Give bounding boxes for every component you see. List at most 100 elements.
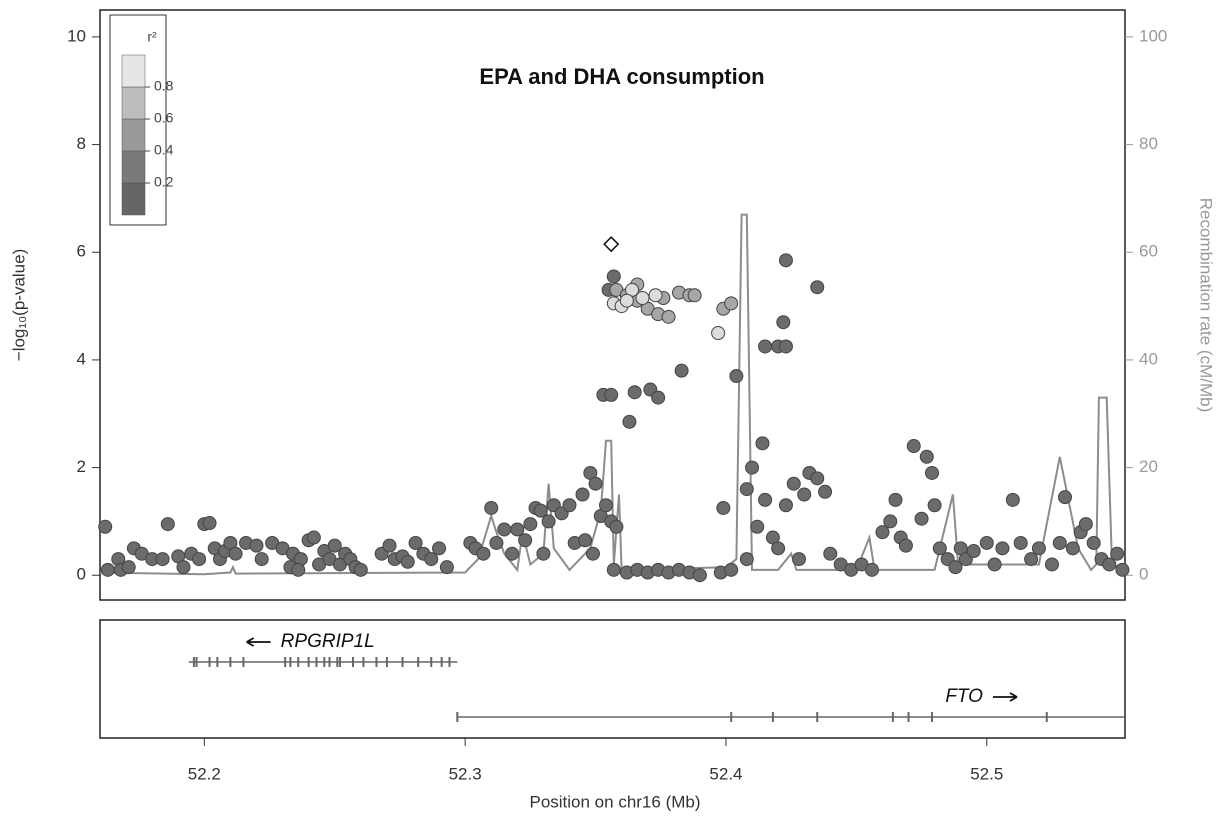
snp-point [609, 519, 624, 534]
snp-point [155, 552, 170, 567]
snp-point [408, 535, 423, 550]
snp-point [661, 309, 676, 324]
snp-point [651, 390, 666, 405]
y-tick-label: 6 [77, 242, 86, 261]
snp-point [924, 465, 939, 480]
snp-point [249, 538, 264, 553]
snp-point [604, 387, 619, 402]
y-tick-label: 8 [77, 134, 86, 153]
snp-point [484, 500, 499, 515]
legend-swatch [121, 86, 146, 120]
snp-point [476, 546, 491, 561]
snp-point [400, 554, 415, 569]
snp-point [291, 562, 306, 577]
x-tick-label: 52.3 [449, 764, 482, 783]
snp-point [606, 269, 621, 284]
snp-point [176, 560, 191, 575]
legend-title: r² [147, 29, 157, 45]
snp-point [575, 487, 590, 502]
y-tick-label: 10 [67, 26, 86, 45]
snp-point [724, 296, 739, 311]
snp-point [724, 562, 739, 577]
snp-point [729, 369, 744, 384]
snp-point [254, 552, 269, 567]
gene-arrow [246, 637, 271, 647]
snp-point [635, 291, 650, 306]
snp-point [202, 516, 217, 531]
snp-point [541, 514, 556, 529]
y2-tick-label: 0 [1139, 565, 1148, 584]
gene-label: FTO [945, 686, 983, 707]
y2-tick-label: 60 [1139, 242, 1158, 261]
y-tick-label: 0 [77, 565, 86, 584]
legend-tick-label: 0.2 [154, 174, 174, 190]
snp-point [510, 522, 525, 537]
snp-point [1102, 557, 1117, 572]
snp-point [898, 538, 913, 553]
snp-point [1044, 557, 1059, 572]
snp-point [919, 449, 934, 464]
snp-point [533, 503, 548, 518]
legend-tick-label: 0.4 [154, 142, 174, 158]
snp-point [489, 535, 504, 550]
legend-tick-label: 0.8 [154, 78, 174, 94]
snp-point [883, 514, 898, 529]
snp-point [778, 498, 793, 513]
lead-snp [603, 236, 620, 253]
snp-point [1065, 541, 1080, 556]
snp-point [1024, 552, 1039, 567]
y-axis-label: −log₁₀(p-value) [9, 249, 28, 361]
snp-point [622, 414, 637, 429]
y-tick-label: 4 [77, 349, 86, 368]
snp-point [1058, 490, 1073, 505]
snp-point [914, 511, 929, 526]
snp-point [424, 552, 439, 567]
snp-point [306, 530, 321, 545]
snp-point [1086, 535, 1101, 550]
snp-point [948, 560, 963, 575]
snp-point [875, 525, 890, 540]
legend-swatch [121, 150, 146, 184]
y2-axis-label: Recombination rate (cM/Mb) [1197, 198, 1216, 412]
snp-point [518, 533, 533, 548]
snp-point [818, 484, 833, 499]
gene-frame [99, 619, 1126, 739]
snp-point [786, 476, 801, 491]
snp-point [192, 552, 207, 567]
snp-point [932, 541, 947, 556]
snp-point [791, 552, 806, 567]
x-axis-label: Position on chr16 (Mb) [529, 792, 700, 811]
snp-point [1031, 541, 1046, 556]
snp-point [995, 541, 1010, 556]
snp-point [716, 500, 731, 515]
legend-swatch [121, 182, 146, 216]
snp-point [578, 533, 593, 548]
snp-point [755, 436, 770, 451]
snp-point [711, 325, 726, 340]
snp-point [648, 288, 663, 303]
snp-point [987, 557, 1002, 572]
snp-point [585, 546, 600, 561]
y2-tick-label: 80 [1139, 134, 1158, 153]
snp-point [979, 535, 994, 550]
snp-point [739, 552, 754, 567]
gene-label: RPGRIP1L [281, 631, 375, 652]
snp-point [692, 568, 707, 583]
y-tick-label: 2 [77, 457, 86, 476]
snp-point [778, 339, 793, 354]
snp-point [1110, 546, 1125, 561]
snp-point [627, 385, 642, 400]
snp-point [1013, 535, 1028, 550]
snp-point [1005, 492, 1020, 507]
snp-point [888, 492, 903, 507]
snp-point [606, 562, 621, 577]
snp-point [906, 439, 921, 454]
snp-point [750, 519, 765, 534]
snp-point [562, 498, 577, 513]
snp-point [810, 280, 825, 295]
plot-frame [99, 9, 1126, 601]
snp-point [598, 498, 613, 513]
snp-point [927, 498, 942, 513]
snp-point [776, 315, 791, 330]
chart-title: EPA and DHA consumption [479, 64, 764, 89]
